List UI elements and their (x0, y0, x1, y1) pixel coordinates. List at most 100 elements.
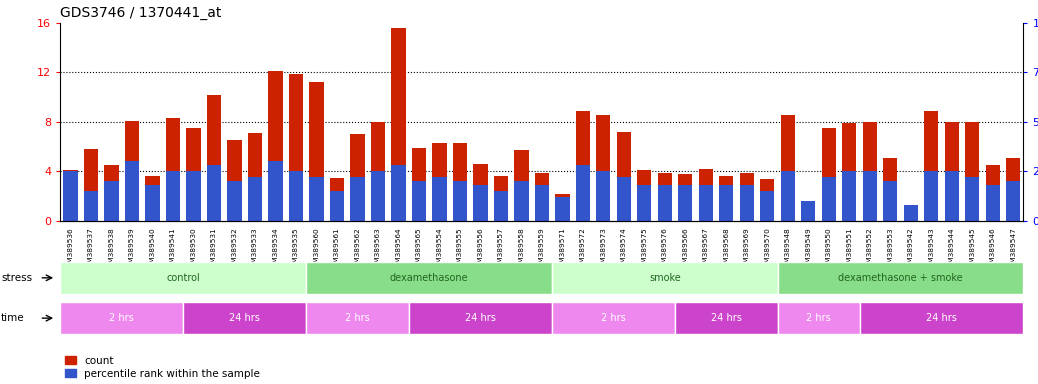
Bar (125, 162, 139, 221)
Bar (186, 128, 200, 221)
Bar (863, 122, 877, 221)
Bar (289, 74, 303, 221)
Legend: count, percentile rank within the sample: count, percentile rank within the sample (65, 356, 261, 379)
Text: 2 hrs: 2 hrs (601, 313, 626, 323)
Bar (453, 181, 467, 221)
Bar (453, 143, 467, 221)
Text: 2 hrs: 2 hrs (345, 313, 370, 323)
Bar (822, 128, 836, 221)
Bar (883, 158, 898, 221)
Text: 24 hrs: 24 hrs (926, 313, 957, 323)
Bar (514, 181, 528, 221)
Bar (1006, 181, 1020, 221)
Bar (945, 122, 959, 221)
Bar (781, 171, 795, 221)
Bar (678, 185, 692, 221)
Bar (740, 185, 754, 221)
Bar (268, 71, 282, 221)
Bar (514, 151, 528, 221)
Bar (63, 170, 78, 221)
Bar (883, 181, 898, 221)
Bar (945, 171, 959, 221)
Bar (658, 172, 672, 221)
Text: smoke: smoke (649, 273, 681, 283)
Bar (207, 166, 221, 221)
Bar (863, 171, 877, 221)
Bar (781, 114, 795, 221)
Bar (473, 185, 488, 221)
Bar (125, 121, 139, 221)
Bar (227, 141, 242, 221)
Bar (535, 185, 549, 221)
Bar (432, 177, 446, 221)
Bar (842, 171, 856, 221)
Bar (740, 172, 754, 221)
Bar (84, 191, 99, 221)
Text: time: time (1, 313, 25, 323)
Bar (371, 171, 385, 221)
Bar (309, 177, 324, 221)
Bar (391, 166, 406, 221)
Bar (965, 122, 980, 221)
Text: stress: stress (1, 273, 32, 283)
Bar (309, 83, 324, 221)
Bar (637, 185, 652, 221)
Bar (760, 191, 774, 221)
Bar (903, 210, 918, 221)
Bar (924, 111, 938, 221)
Text: 2 hrs: 2 hrs (807, 313, 830, 323)
Text: dexamethasone + smoke: dexamethasone + smoke (839, 273, 963, 283)
Bar (842, 123, 856, 221)
Text: 2 hrs: 2 hrs (109, 313, 134, 323)
Bar (350, 177, 364, 221)
Bar (84, 149, 99, 221)
Bar (166, 118, 181, 221)
Bar (494, 176, 508, 221)
Text: 24 hrs: 24 hrs (229, 313, 261, 323)
Bar (494, 191, 508, 221)
Text: GDS3746 / 1370441_at: GDS3746 / 1370441_at (60, 6, 221, 20)
Bar (576, 111, 590, 221)
Bar (965, 177, 980, 221)
Bar (760, 179, 774, 221)
Bar (412, 181, 426, 221)
Bar (268, 162, 282, 221)
Bar (555, 197, 570, 221)
Bar (699, 185, 713, 221)
Bar (289, 171, 303, 221)
Bar (186, 171, 200, 221)
Bar (371, 122, 385, 221)
Bar (924, 171, 938, 221)
Bar (555, 194, 570, 221)
Bar (104, 165, 118, 221)
Bar (576, 166, 590, 221)
Bar (903, 205, 918, 221)
Bar (822, 177, 836, 221)
Bar (1006, 158, 1020, 221)
Bar (596, 114, 610, 221)
Bar (330, 177, 344, 221)
Text: 24 hrs: 24 hrs (711, 313, 742, 323)
Bar (617, 177, 631, 221)
Text: control: control (166, 273, 200, 283)
Bar (658, 185, 672, 221)
Bar (678, 174, 692, 221)
Bar (350, 134, 364, 221)
Bar (391, 28, 406, 221)
Bar (637, 170, 652, 221)
Bar (719, 176, 734, 221)
Bar (248, 133, 262, 221)
Bar (801, 201, 816, 221)
Bar (166, 171, 181, 221)
Bar (596, 171, 610, 221)
Bar (145, 185, 160, 221)
Text: dexamethasone: dexamethasone (390, 273, 468, 283)
Bar (617, 132, 631, 221)
Bar (535, 172, 549, 221)
Bar (719, 185, 734, 221)
Bar (63, 171, 78, 221)
Bar (473, 164, 488, 221)
Bar (985, 185, 1000, 221)
Bar (207, 95, 221, 221)
Bar (412, 148, 426, 221)
